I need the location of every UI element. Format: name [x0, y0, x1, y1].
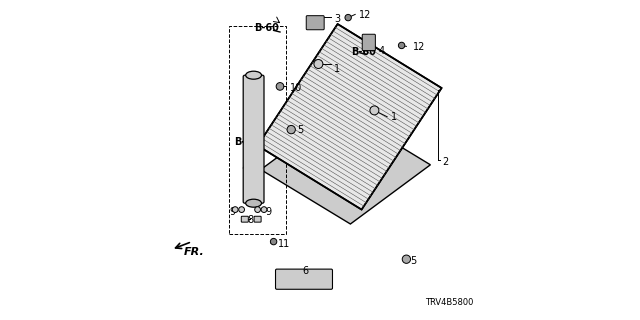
Text: B-60: B-60	[234, 137, 259, 148]
Circle shape	[370, 106, 379, 115]
Text: 7: 7	[246, 164, 252, 174]
Ellipse shape	[246, 199, 262, 207]
Text: 6: 6	[302, 266, 308, 276]
Circle shape	[398, 42, 405, 49]
Text: 10: 10	[290, 83, 302, 93]
Circle shape	[239, 207, 244, 212]
Text: 1: 1	[334, 64, 340, 74]
FancyBboxPatch shape	[243, 75, 264, 203]
Text: 9: 9	[230, 207, 236, 217]
Text: 2: 2	[443, 156, 449, 167]
Text: 12: 12	[359, 10, 371, 20]
Circle shape	[232, 207, 238, 212]
Circle shape	[314, 60, 323, 68]
Text: 3: 3	[334, 14, 340, 24]
Text: 4: 4	[378, 46, 385, 56]
Circle shape	[255, 207, 260, 212]
Text: FR.: FR.	[184, 247, 205, 257]
Text: 11: 11	[278, 239, 290, 249]
Polygon shape	[258, 24, 442, 210]
Text: 12: 12	[413, 42, 426, 52]
FancyBboxPatch shape	[307, 16, 324, 30]
Circle shape	[276, 83, 284, 90]
Text: 5: 5	[410, 256, 417, 267]
Ellipse shape	[246, 71, 262, 79]
Text: 9: 9	[266, 207, 272, 217]
Text: B-60: B-60	[351, 47, 376, 58]
FancyBboxPatch shape	[275, 269, 333, 289]
Circle shape	[271, 238, 277, 245]
FancyBboxPatch shape	[362, 34, 375, 51]
Circle shape	[261, 207, 267, 212]
Circle shape	[287, 125, 296, 134]
Text: TRV4B5800: TRV4B5800	[425, 298, 474, 307]
Polygon shape	[261, 110, 430, 224]
FancyBboxPatch shape	[254, 216, 261, 222]
Circle shape	[345, 14, 351, 21]
Text: 8: 8	[247, 215, 253, 225]
Text: B-60: B-60	[254, 23, 279, 33]
Text: 1: 1	[391, 112, 397, 123]
Text: 5: 5	[298, 125, 304, 135]
Circle shape	[402, 255, 411, 263]
FancyBboxPatch shape	[241, 216, 248, 222]
